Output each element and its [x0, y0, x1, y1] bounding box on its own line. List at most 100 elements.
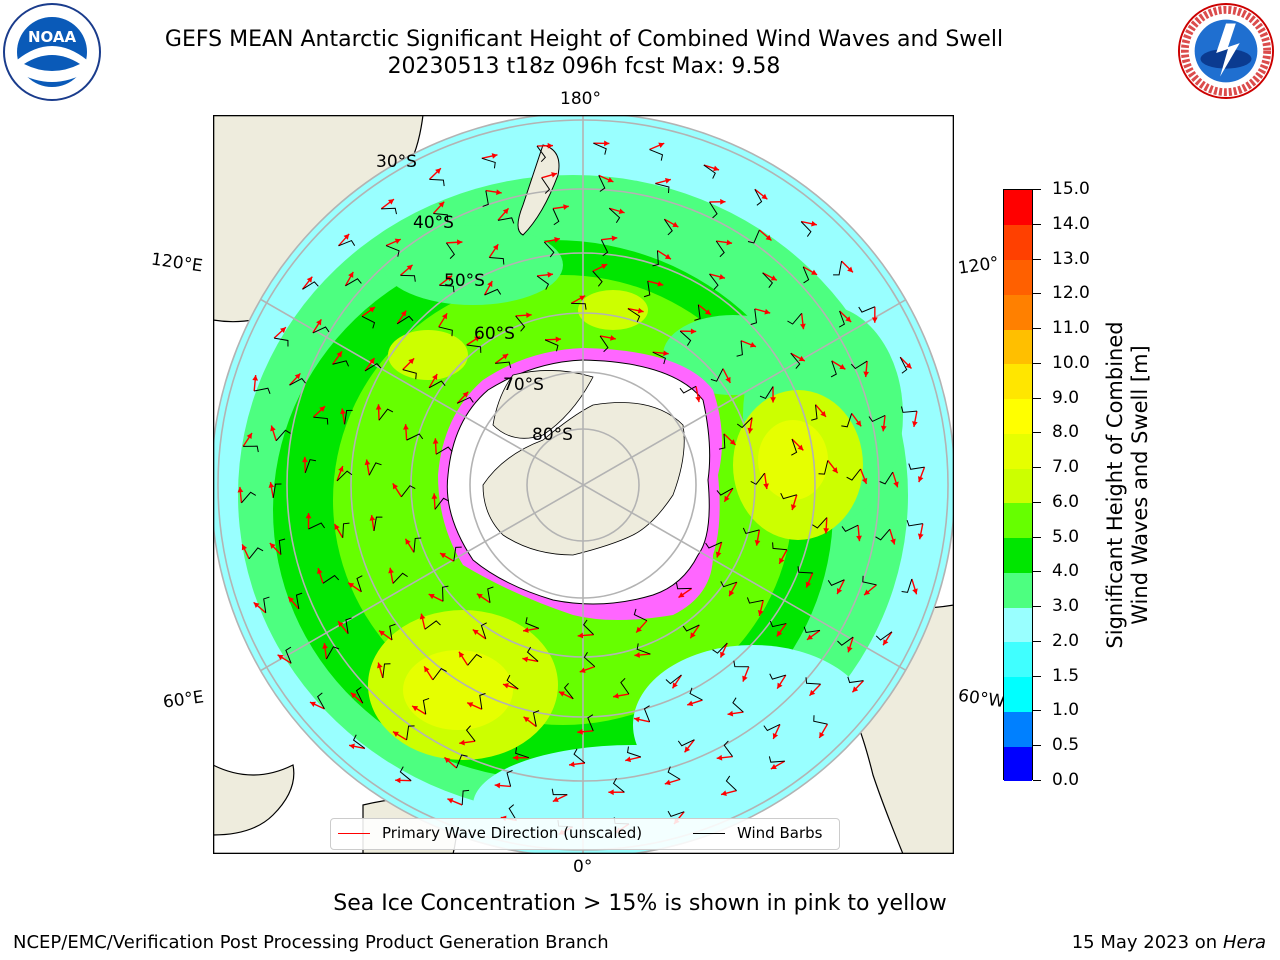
wave-arrowhead [400, 310, 407, 317]
wave-arrowhead [770, 397, 776, 403]
footer-credit: NCEP/EMC/Verification Post Processing Pr… [13, 932, 609, 953]
colorbar-tick [1033, 501, 1041, 503]
wind-barb [682, 624, 700, 632]
wave-arrowhead [672, 682, 678, 689]
colorbar-segment [1004, 363, 1032, 400]
wave-arrowhead [547, 271, 553, 278]
wave-arrowhead [491, 153, 498, 159]
wave-arrowhead [747, 427, 754, 434]
lon-label-180: 180° [560, 89, 601, 109]
wave-arrowhead [552, 796, 559, 802]
wave-arrowhead [319, 406, 326, 412]
colorbar-segment [1004, 329, 1032, 365]
colorbar-tick-label: 5.0 [1052, 526, 1080, 547]
wind-barb [381, 207, 397, 215]
wind-barb [272, 483, 282, 498]
wave-arrowhead [726, 239, 733, 246]
colorbar-segment [1004, 711, 1032, 747]
colorbar-tick [1033, 780, 1041, 781]
wind-barb [453, 546, 462, 562]
wave-arrowhead [340, 408, 346, 415]
wind-barb [344, 409, 353, 425]
wave-arrowhead [305, 512, 312, 519]
wave-arrowhead [428, 593, 435, 600]
noaa-logo: NOAA [3, 3, 101, 101]
colorbar-tick [1033, 640, 1041, 642]
lat-label-80s: 80°S [532, 425, 573, 445]
wind-barb [338, 239, 356, 247]
wave-arrowhead [302, 456, 308, 463]
wave-arrowhead [309, 701, 316, 707]
land-new-zealand [517, 144, 560, 236]
wave-arrowhead [905, 362, 912, 369]
wave-arrowhead [419, 613, 426, 620]
wind-barb [667, 810, 685, 817]
colorbar-tick [1033, 397, 1041, 399]
wave-arrowhead [684, 746, 691, 753]
wave-arrowhead [720, 198, 726, 205]
wave-arrowhead [472, 629, 479, 635]
wave-arrowhead [316, 568, 323, 574]
wind-barb [790, 352, 801, 369]
wave-arrowhead [608, 789, 614, 796]
wind-barb [759, 386, 774, 400]
wind-barb [787, 313, 803, 325]
wind-barb [791, 438, 798, 456]
wave-arrowhead [636, 626, 642, 633]
wind-barb [587, 714, 594, 731]
colorbar-tick [1033, 258, 1041, 260]
map-legend: Primary Wave Direction (unscaled) Wind B… [330, 818, 840, 850]
wave-arrowhead [687, 700, 694, 707]
wind-barb [248, 547, 264, 560]
wind-barb [812, 517, 828, 529]
lat-label-70s: 70°S [503, 375, 544, 395]
wind-barb [295, 592, 303, 609]
wave-arrowhead [880, 425, 887, 432]
wind-barb [461, 789, 470, 805]
wind-barb [633, 608, 648, 622]
wave-arrowhead [729, 439, 736, 445]
wave-arrowhead [334, 524, 340, 531]
wave-arrowhead [577, 632, 584, 639]
wave-arrowhead [890, 538, 896, 545]
colorbar-segment [1004, 641, 1032, 678]
wave-arrowhead [724, 495, 730, 502]
wind-barb [689, 687, 703, 701]
wave-arrowhead [252, 375, 259, 381]
wave-arrowhead [809, 689, 816, 696]
wave-arrowhead [577, 728, 583, 735]
wind-barb [679, 385, 697, 394]
wind-barb [536, 145, 547, 163]
wave-arrowhead [918, 476, 924, 483]
wind-barb [643, 705, 651, 722]
colorbar-segment [1004, 224, 1032, 260]
legend-wave-line [338, 833, 370, 834]
wind-barb [593, 142, 607, 155]
wave-arrowhead [579, 667, 586, 673]
wind-barb [456, 396, 474, 404]
wind-barb [304, 459, 317, 474]
wave-arrowhead [569, 761, 575, 768]
wind-barb [336, 470, 353, 482]
wave-arrowhead [392, 731, 399, 737]
wave-arrowhead [625, 756, 632, 763]
wind-barb [361, 315, 376, 329]
wave-arrowhead [392, 483, 399, 490]
wind-barb [694, 304, 701, 321]
colorbar-tick-label: 3.0 [1052, 596, 1080, 617]
wind-barb [356, 575, 363, 592]
wind-barb [811, 404, 818, 421]
wind-barb [736, 340, 743, 357]
lat-label-40s: 40°S [413, 213, 454, 233]
colorbar-title-line2: Wind Waves and Swell [m] [1128, 345, 1152, 625]
wind-barb [402, 369, 417, 380]
colorbar-tick [1033, 675, 1041, 677]
wind-barb [818, 460, 829, 475]
wind-barb [289, 377, 306, 386]
colorbar-tick [1033, 362, 1041, 364]
wind-barb [608, 207, 621, 223]
lon-label-0: 0° [573, 857, 593, 877]
wind-barb [703, 164, 716, 179]
wave-arrowhead [456, 239, 463, 246]
wind-barb [746, 597, 764, 604]
